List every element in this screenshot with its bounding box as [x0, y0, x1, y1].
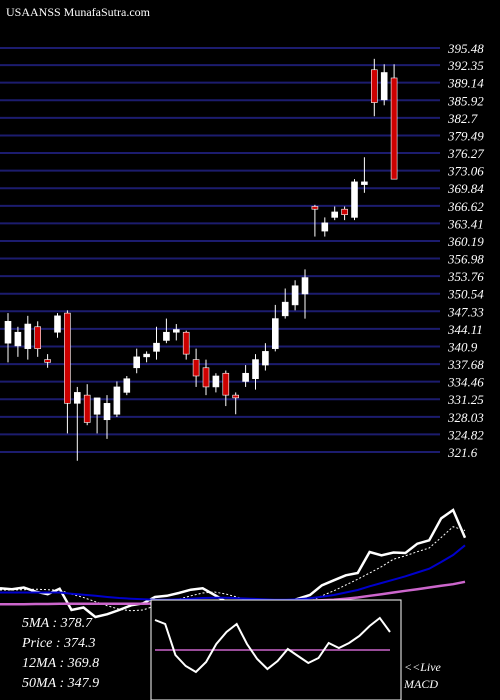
- macd-label: MACD: [404, 677, 438, 691]
- candle-body: [281, 301, 289, 317]
- y-tick-label: 344.11: [447, 322, 483, 337]
- candle-body: [133, 356, 140, 369]
- candle-body: [321, 222, 329, 232]
- macd-panel: [150, 599, 402, 700]
- candle-body: [222, 372, 230, 396]
- y-tick-label: 373.06: [447, 164, 484, 179]
- y-tick-label: 347.33: [447, 304, 484, 319]
- candle-body: [143, 353, 150, 358]
- ma-line-5ma: [0, 526, 466, 612]
- candle-body: [4, 321, 12, 344]
- y-tick-label: 356.98: [447, 252, 484, 267]
- y-tick-label: 334.46: [447, 375, 484, 390]
- y-tick-label: 331.25: [447, 392, 484, 407]
- ma50-readout: 50MA : 347.9: [22, 676, 100, 691]
- candle-body: [242, 372, 249, 382]
- y-tick-label: 324.82: [447, 427, 484, 442]
- candle-body: [54, 315, 61, 333]
- y-tick-label: 395.48: [447, 41, 484, 56]
- y-tick-label: 328.03: [447, 410, 484, 425]
- y-tick-label: 321.6: [447, 445, 478, 460]
- candle-body: [74, 392, 81, 404]
- candle-body: [123, 378, 131, 393]
- candle-body: [14, 331, 22, 347]
- price-grid: 395.48 392.35 389.14 385.92 382.7 379.49 376.2…: [0, 41, 484, 460]
- candle-body: [331, 211, 339, 218]
- y-tick-label: 385.92: [447, 93, 484, 108]
- candle-body: [262, 351, 269, 366]
- candle-body: [271, 318, 279, 349]
- candle-body: [103, 403, 111, 421]
- candle-body: [182, 331, 190, 355]
- candle-body: [361, 181, 368, 185]
- candle-body: [291, 285, 299, 306]
- ma5-readout: 5MA : 378.7: [22, 616, 93, 631]
- candle-body: [192, 359, 200, 377]
- y-tick-label: 340.9: [447, 339, 478, 354]
- candle-body: [44, 359, 51, 363]
- macd-line-macd: [154, 616, 391, 674]
- y-tick-label: 376.27: [447, 146, 484, 161]
- y-tick-label: 382.7: [447, 111, 478, 126]
- candle-body: [202, 367, 210, 388]
- y-tick-label: 366.62: [447, 199, 484, 214]
- chart-title: USAANSS MunafaSutra.com: [6, 5, 150, 19]
- candle-body: [232, 394, 239, 399]
- candle-body: [212, 375, 220, 388]
- candlestick-series: [4, 58, 398, 461]
- y-tick-label: 350.54: [447, 287, 484, 302]
- candle-body: [301, 277, 309, 295]
- candle-body: [351, 181, 358, 218]
- candle-body: [93, 397, 101, 415]
- price-readout: Price : 374.3: [22, 636, 96, 651]
- y-tick-label: 379.49: [447, 128, 484, 143]
- candle-body: [252, 359, 259, 380]
- y-tick-label: 363.41: [447, 216, 484, 231]
- y-tick-label: 353.76: [447, 269, 484, 284]
- y-tick-label: 392.35: [447, 58, 484, 73]
- candle-body: [173, 329, 180, 333]
- candle-body: [64, 312, 71, 404]
- candle-body: [380, 72, 388, 101]
- ma-line-12ma: [0, 544, 466, 601]
- y-tick-label: 360.19: [447, 234, 484, 249]
- macd-live-label: <<Live: [404, 660, 441, 674]
- ma12-readout: 12MA : 369.8: [22, 656, 100, 671]
- y-tick-label: 369.84: [447, 181, 484, 196]
- candle-body: [390, 77, 398, 180]
- candle-body: [311, 206, 319, 210]
- candle-body: [341, 208, 348, 215]
- candle-body: [153, 342, 160, 352]
- y-tick-label: 337.68: [447, 357, 484, 372]
- y-tick-label: 389.14: [447, 76, 484, 91]
- candle-body: [34, 326, 42, 349]
- candle-body: [370, 69, 378, 103]
- candle-body: [163, 331, 170, 341]
- candle-body: [113, 386, 121, 415]
- candle-body: [83, 394, 91, 423]
- candle-body: [24, 323, 32, 349]
